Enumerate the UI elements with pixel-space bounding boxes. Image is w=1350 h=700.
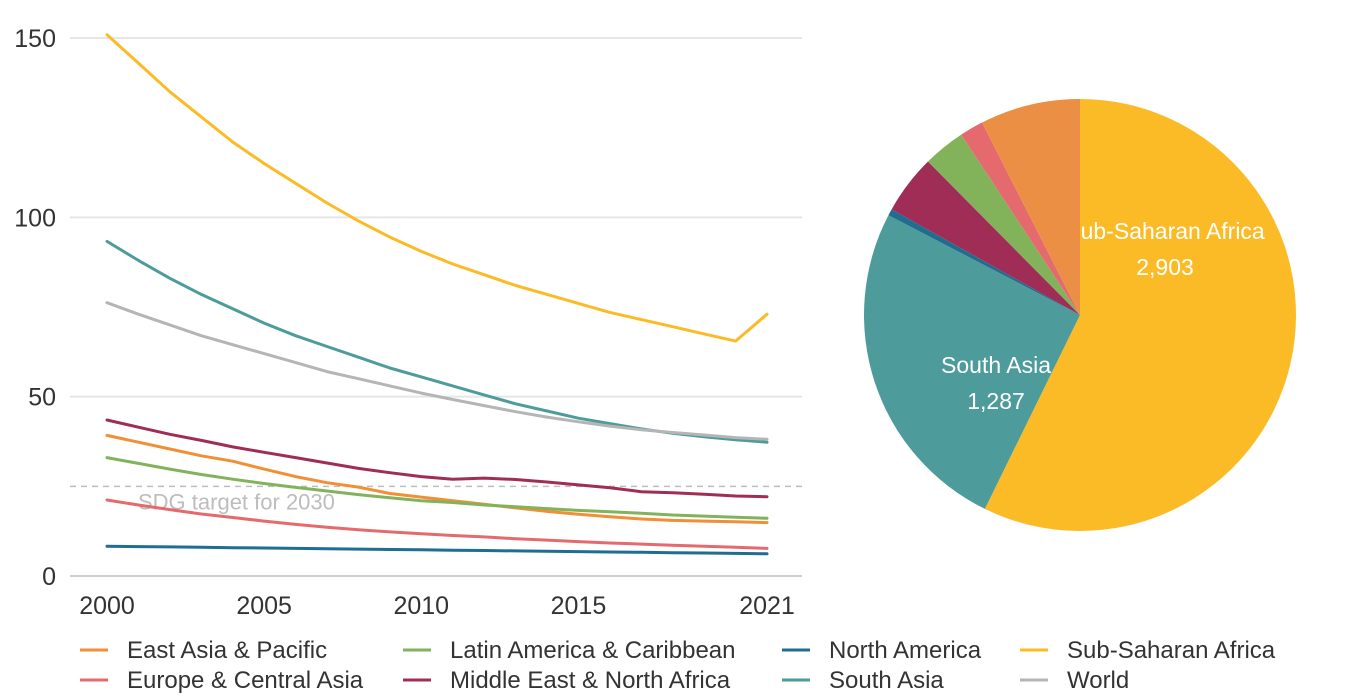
pie-value-sub-saharan-africa: 2,903 [1136,254,1194,280]
pie-slice-north-america [888,209,1080,315]
pie-slice-south-asia [863,215,1080,509]
x-tick-label-2010: 2010 [393,592,449,620]
x-tick-label-2000: 2000 [79,592,135,620]
series-line-north-america [105,544,769,556]
series-line-europe-and-central-asia [105,498,769,550]
pie-slice-middle-east-and-north-africa [891,161,1080,315]
series-line-south-asia [105,239,769,444]
pie-slice-europe-and-central-asia [961,122,1080,315]
y-tick-label-50: 50 [28,384,56,412]
series-line-east-asia-and-pacific [105,433,769,525]
pie-slice-latin-america-and-caribbean [927,134,1080,315]
y-tick-label-100: 100 [14,204,56,232]
x-tick-label-2015: 2015 [551,592,607,620]
legend-label-south-asia: South Asia [829,667,944,694]
x-tick-label-2005: 2005 [236,592,292,620]
pie-value-south-asia: 1,287 [967,388,1025,414]
series-line-sub-saharan-africa [105,33,769,343]
series-line-world [105,301,769,441]
pie-chart: Sub-Saharan Africa 2,903 South Asia 1,287 [863,99,1297,532]
legend-label-middle-east-and-north-africa: Middle East & North Africa [450,667,731,694]
legend-label-world: World [1067,667,1129,694]
pie-slice-east-asia-and-pacific [982,99,1080,315]
x-tick-label-2021: 2021 [739,592,795,620]
pie-label-south-asia: South Asia [941,352,1051,378]
legend-label-sub-saharan-africa: Sub-Saharan Africa [1067,637,1276,664]
pie-label-sub-saharan-africa: Sub-Saharan Africa [1065,218,1265,244]
legend: East Asia & Pacific Europe & Central Asia… [80,637,1276,694]
legend-label-east-asia-and-pacific: East Asia & Pacific [127,637,327,664]
legend-label-latin-america-and-caribbean: Latin America & Caribbean [450,637,736,664]
y-tick-label-150: 150 [14,25,56,53]
legend-label-europe-and-central-asia: Europe & Central Asia [127,667,364,694]
series-line-middle-east-and-north-africa [105,418,769,499]
legend-label-north-america: North America [829,637,982,664]
y-tick-label-0: 0 [42,563,56,591]
series-line-latin-america-and-caribbean [105,456,769,520]
pie-slice-sub-saharan-africa [984,99,1297,532]
